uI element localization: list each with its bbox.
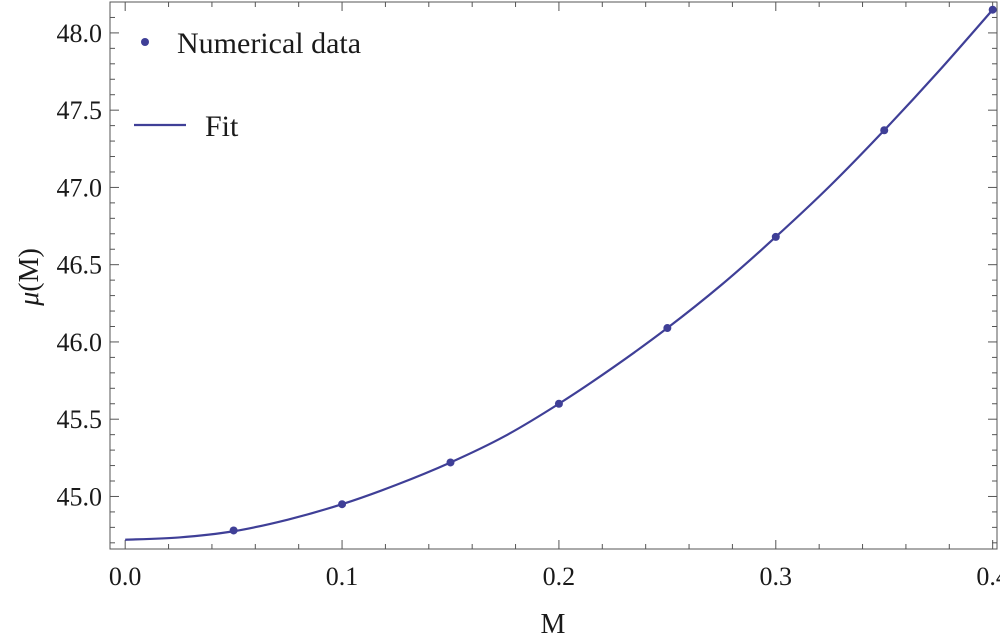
data-point — [229, 526, 238, 535]
data-point — [338, 500, 347, 509]
y-tick-label: 46.0 — [57, 328, 103, 357]
x-tick-label: 0.0 — [109, 562, 142, 591]
legend: Numerical data Fit — [134, 27, 361, 143]
x-tick-label: 0.4 — [976, 562, 1000, 591]
data-point — [880, 126, 889, 135]
fit-line — [125, 9, 994, 541]
y-tick-label: 47.0 — [57, 173, 103, 202]
data-points — [229, 5, 997, 535]
x-tick-label: 0.3 — [760, 562, 793, 591]
y-tick-label: 48.0 — [57, 19, 103, 48]
data-point — [554, 399, 563, 408]
legend-label-fit: Fit — [205, 110, 239, 143]
y-axis-title: μ(M) — [14, 248, 45, 307]
y-tick-label: 46.5 — [57, 251, 103, 280]
data-point — [771, 232, 780, 241]
x-axis-title: M — [541, 609, 566, 640]
data-point — [988, 5, 997, 14]
legend-marker-numerical-data — [141, 38, 149, 46]
data-point — [663, 324, 672, 333]
axis-ticks — [110, 1, 997, 549]
tick-labels: 0.0 0.1 0.2 0.3 0.4 45.0 45.5 46.0 46.5 47.0 47.5 4… — [57, 19, 1000, 591]
plot-frame — [109, 1, 998, 550]
x-tick-label: 0.1 — [326, 562, 359, 591]
y-tick-label: 47.5 — [57, 96, 103, 125]
data-point — [446, 458, 455, 467]
y-tick-label: 45.5 — [57, 405, 103, 434]
x-tick-label: 0.2 — [543, 562, 576, 591]
y-tick-label: 45.0 — [57, 482, 103, 511]
legend-label-numerical-data: Numerical data — [177, 27, 361, 60]
